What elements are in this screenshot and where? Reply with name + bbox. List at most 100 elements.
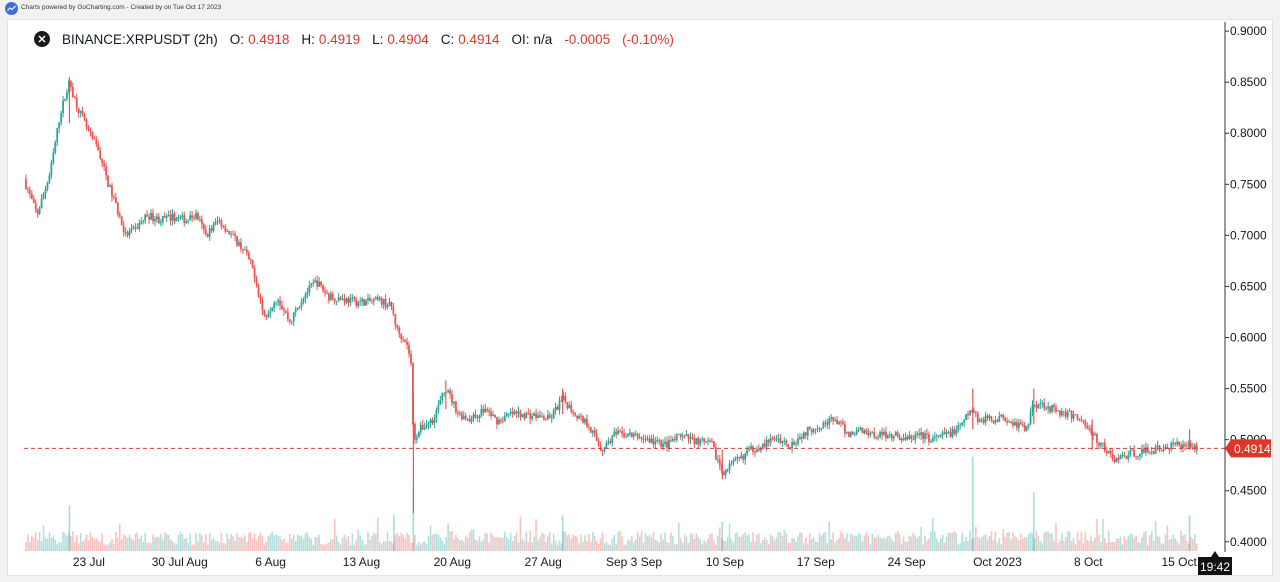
candle-body — [441, 393, 444, 400]
candle-body — [931, 437, 934, 442]
candle-body — [167, 214, 170, 216]
volume-bar — [144, 532, 146, 551]
volume-bar — [412, 543, 414, 551]
volume-bar — [52, 535, 55, 551]
candle-body — [531, 415, 534, 419]
volume-bar — [292, 534, 295, 551]
candle-body — [109, 185, 111, 187]
candle-body — [286, 312, 289, 320]
close-label: C: — [440, 31, 455, 47]
candle-body — [789, 447, 792, 449]
candle-body — [949, 431, 952, 437]
candle-body — [191, 215, 193, 218]
volume-bar — [203, 542, 205, 551]
candle-body — [265, 315, 268, 317]
candle-body — [1127, 454, 1130, 459]
volume-bar — [316, 537, 318, 551]
volume-bar — [777, 532, 780, 551]
candle-body — [638, 437, 641, 439]
candle-body — [245, 249, 248, 253]
candle-body — [208, 228, 211, 237]
volume-bar — [787, 542, 790, 551]
candle-body — [458, 413, 461, 414]
candle-body — [285, 310, 287, 313]
volume-bar — [216, 540, 219, 551]
candle-body — [382, 298, 385, 305]
candle-body — [408, 344, 410, 354]
volume-bar — [29, 541, 31, 551]
candle-body — [546, 414, 549, 420]
candle-body — [558, 400, 561, 410]
volume-bar — [527, 542, 530, 551]
volume-bar — [650, 537, 653, 551]
volume-spike — [721, 521, 724, 551]
candle-body — [517, 411, 520, 414]
candle-body — [879, 432, 881, 438]
candle-body — [718, 459, 721, 466]
candle-body — [1150, 451, 1153, 453]
close-value: 0.4914 — [458, 31, 500, 47]
volume-bar — [941, 534, 944, 551]
candle-body — [666, 441, 668, 448]
candle-body — [1160, 449, 1163, 451]
volume-bar — [1062, 540, 1065, 551]
candle-body — [249, 259, 252, 261]
candle-body — [619, 430, 622, 432]
volume-bar — [773, 540, 776, 551]
volume-bar — [552, 534, 555, 551]
volume-bar — [591, 531, 594, 551]
candle-body — [650, 438, 653, 443]
candle-body — [402, 338, 405, 340]
candle-body — [87, 127, 90, 131]
candle-body — [1023, 425, 1026, 431]
candle-body — [763, 443, 766, 448]
volume-bar — [846, 533, 848, 551]
candle-body — [329, 293, 332, 301]
volume-bar — [31, 535, 33, 551]
volume-bar — [113, 544, 115, 551]
candle-body — [1015, 422, 1018, 428]
volume-bar — [808, 533, 811, 551]
volume-bar — [502, 538, 504, 551]
close-icon[interactable] — [34, 31, 50, 47]
volume-bar — [1182, 535, 1184, 551]
volume-bar — [930, 531, 932, 551]
candle-body — [462, 415, 465, 420]
volume-bar — [332, 539, 334, 551]
volume-bar — [873, 537, 876, 551]
candle-body — [242, 248, 244, 251]
volume-bar — [171, 541, 174, 551]
volume-bar — [339, 544, 342, 551]
candle-body — [603, 447, 606, 452]
volume-bar — [789, 542, 791, 551]
volume-bar — [416, 544, 418, 551]
candle-body — [509, 411, 512, 414]
volume-bar — [244, 535, 246, 551]
volume-bar — [247, 532, 250, 551]
candle-body — [859, 427, 862, 431]
candle-body — [724, 469, 727, 476]
candle-body — [120, 216, 123, 226]
volume-bar — [570, 538, 573, 551]
candle-body — [439, 399, 442, 405]
volume-bar — [707, 538, 709, 551]
candle-body — [48, 175, 51, 183]
candle-body — [437, 404, 440, 411]
volume-bar — [558, 540, 561, 551]
chart-panel[interactable] — [7, 19, 1273, 576]
volume-bar — [1033, 538, 1036, 551]
volume-bar — [840, 531, 842, 551]
volume-bar — [1115, 538, 1118, 551]
candle-body — [734, 458, 737, 461]
price-tick-label: 0.9000 — [1230, 24, 1267, 38]
volume-bar — [674, 544, 676, 551]
volume-bar — [889, 535, 891, 551]
volume-bar — [320, 543, 322, 551]
volume-bar — [142, 541, 145, 551]
volume-bar — [337, 541, 340, 551]
candle-body — [988, 416, 991, 418]
candle-body — [62, 100, 64, 114]
candle-body — [918, 433, 921, 436]
volume-bar — [459, 540, 461, 551]
